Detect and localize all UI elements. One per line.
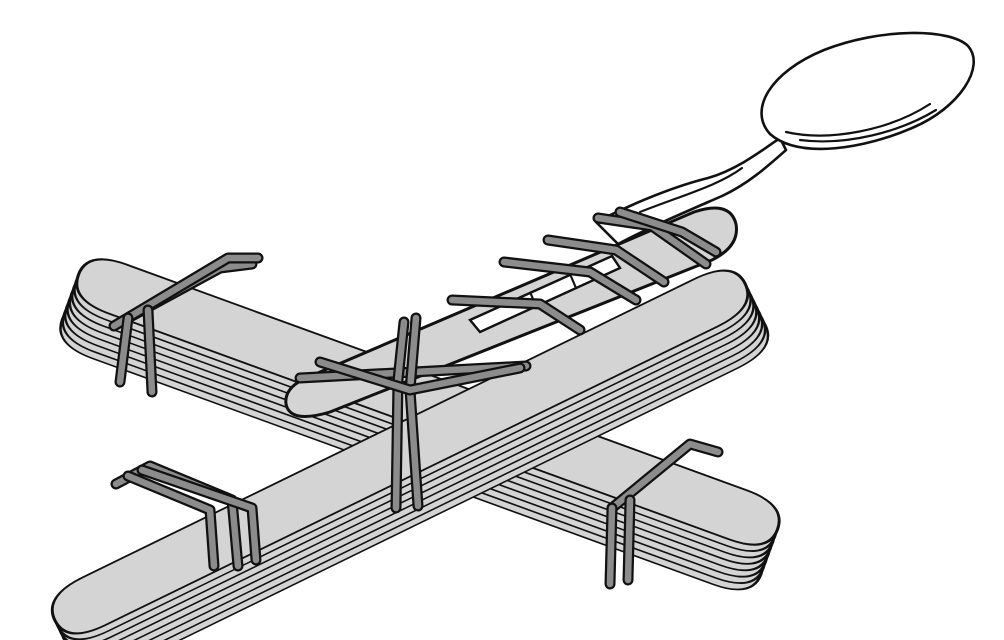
rubber-bands [108, 206, 724, 590]
rubber-band-center [294, 312, 532, 514]
rubber-band-stack-a-right [604, 438, 724, 590]
rubber-band-spoon [446, 206, 722, 336]
rubber-band-stack-a-left [108, 252, 264, 398]
spoon [594, 31, 975, 246]
rubber-band-stack-b-left [110, 460, 262, 572]
